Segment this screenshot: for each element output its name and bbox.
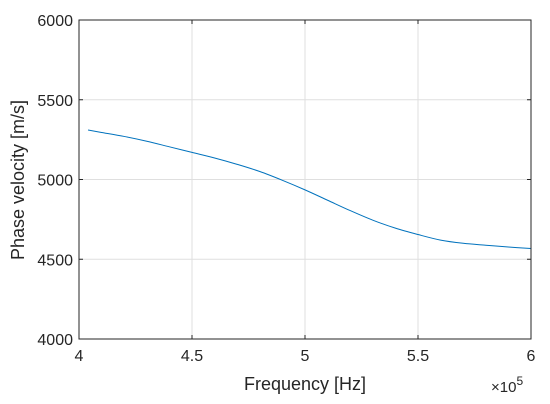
tick-marks — [78, 19, 532, 340]
y-axis-label: Phase velocity [m/s] — [8, 100, 28, 260]
x-axis-label: Frequency [Hz] — [244, 374, 366, 394]
phase-velocity-line — [87, 129, 532, 250]
tick-labels: 4 4.5 5 5.5 6 4000 4500 5000 5500 6000 — [37, 13, 535, 365]
x-axis-multiplier-base: ×10 — [491, 379, 516, 396]
x-tick-label: 4 — [75, 348, 84, 365]
x-tick-label: 5 — [301, 348, 310, 365]
x-tick-label: 4.5 — [181, 348, 203, 365]
data-series — [87, 129, 532, 250]
y-tick-label: 4000 — [37, 332, 73, 349]
grid-lines — [79, 20, 531, 339]
x-axis-multiplier-exponent: 5 — [516, 374, 523, 388]
x-tick-label: 5.5 — [407, 348, 429, 365]
y-tick-label: 6000 — [37, 13, 73, 30]
y-tick-label: 5500 — [37, 93, 73, 110]
y-tick-label: 5000 — [37, 173, 73, 190]
x-axis-multiplier: ×105 — [491, 374, 523, 396]
y-tick-label: 4500 — [37, 252, 73, 269]
x-tick-label: 6 — [527, 348, 536, 365]
